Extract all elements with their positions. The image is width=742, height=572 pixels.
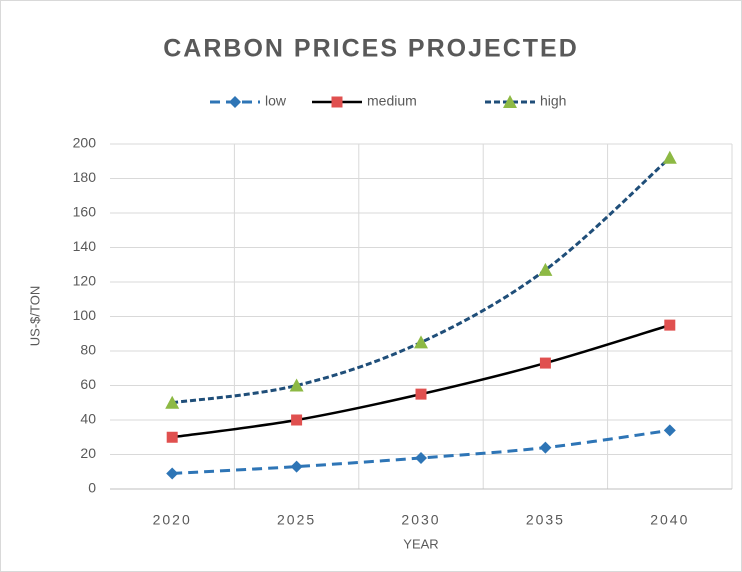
y-tick-label: 120: [73, 273, 97, 289]
marker-diamond: [229, 96, 241, 108]
x-tick-label: 2020: [153, 512, 192, 528]
x-tick-label: 2040: [650, 512, 689, 528]
y-tick-label: 100: [73, 307, 97, 323]
marker-triangle: [289, 378, 304, 392]
marker-square: [291, 414, 303, 426]
marker-square: [539, 357, 551, 369]
y-tick-label: 160: [73, 204, 97, 220]
x-tick-label: 2030: [401, 512, 440, 528]
y-tick-label: 0: [88, 480, 96, 496]
legend-label: low: [265, 93, 287, 109]
marker-triangle: [165, 395, 180, 409]
marker-triangle: [662, 150, 677, 164]
x-tick-label: 2025: [277, 512, 316, 528]
y-tick-label: 60: [80, 376, 96, 392]
y-tick-label: 180: [73, 169, 97, 185]
legend-label: high: [540, 93, 566, 109]
marker-square: [331, 96, 343, 108]
marker-square: [415, 388, 427, 400]
marker-diamond: [539, 441, 552, 454]
y-tick-label: 80: [80, 342, 96, 358]
y-axis-label: US-$/TON: [27, 286, 42, 346]
marker-triangle: [414, 335, 428, 349]
chart-title: CARBON PRICES PROJECTED: [163, 35, 579, 63]
marker-square: [166, 431, 178, 443]
marker-diamond: [663, 424, 676, 437]
y-tick-label: 140: [73, 238, 97, 254]
marker-triangle: [503, 95, 517, 108]
marker-diamond: [415, 451, 427, 464]
marker-diamond: [166, 467, 179, 480]
marker-square: [664, 319, 676, 331]
y-tick-label: 200: [73, 135, 97, 151]
marker-triangle: [538, 262, 553, 276]
y-tick-label: 40: [80, 411, 96, 427]
x-axis-label: YEAR: [403, 536, 438, 551]
marker-diamond: [290, 460, 303, 473]
y-tick-label: 20: [80, 445, 96, 461]
x-tick-label: 2035: [526, 512, 565, 528]
legend-label: medium: [367, 93, 417, 109]
